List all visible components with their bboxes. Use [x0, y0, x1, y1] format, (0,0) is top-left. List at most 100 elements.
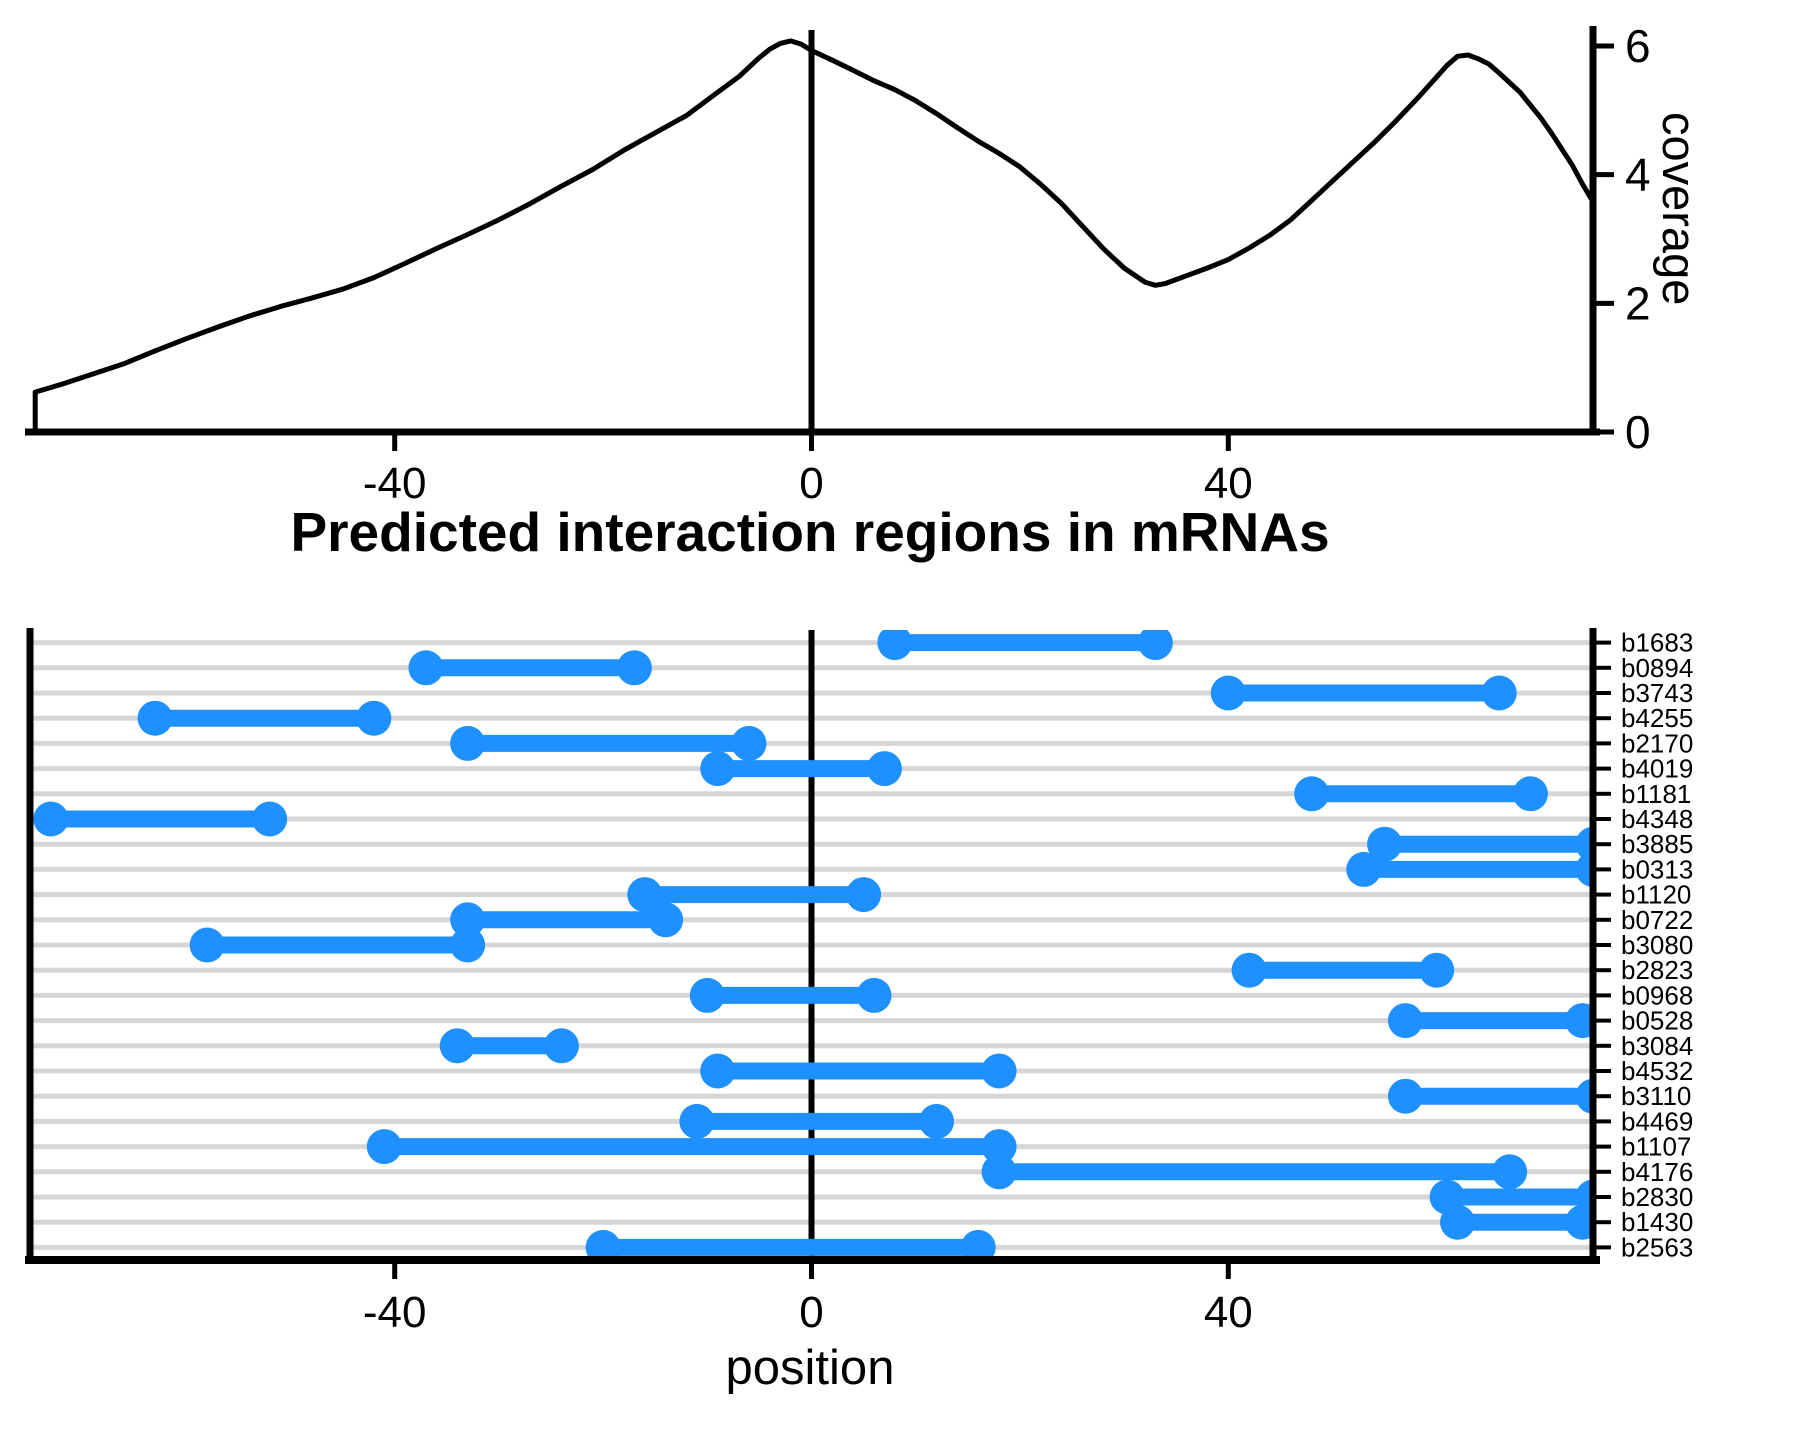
row-label-b2170: b2170 [1621, 728, 1693, 758]
range-bar-b1683 [877, 630, 1173, 661]
top-x-tick-label: 0 [799, 459, 823, 508]
row-label-b0313: b0313 [1621, 854, 1693, 884]
row-label-b1430: b1430 [1621, 1207, 1693, 1237]
range-bar-b4469 [679, 1103, 955, 1139]
range-bar-b1430 [1440, 1204, 1593, 1240]
range-start-dot [877, 630, 913, 661]
bottom-x-tick-label: 0 [799, 1288, 823, 1337]
row-label-b4255: b4255 [1621, 703, 1693, 733]
range-end-dot [1565, 1003, 1593, 1039]
top-x-tick-label: 40 [1204, 459, 1253, 508]
row-label-b4532: b4532 [1621, 1056, 1693, 1086]
coverage-tick-label: 6 [1625, 20, 1651, 72]
range-bar-b2563 [585, 1229, 996, 1260]
row-label-b2823: b2823 [1621, 955, 1693, 985]
range-bar-b4348 [33, 801, 288, 837]
row-label-b2830: b2830 [1621, 1182, 1693, 1212]
range-bar-b2823 [1231, 952, 1455, 988]
range-start-dot [1387, 1078, 1423, 1114]
range-start-dot [679, 1103, 715, 1139]
range-end-dot [1492, 1154, 1528, 1190]
range-end-dot [356, 700, 392, 736]
row-label-b2563: b2563 [1621, 1232, 1693, 1262]
coverage-tick-label: 0 [1625, 406, 1651, 458]
row-label-b4019: b4019 [1621, 754, 1693, 784]
range-end-dot [1137, 630, 1173, 661]
range-bar-b3743 [1210, 675, 1517, 711]
figure-title: Predicted interaction regions in mRNAs [290, 501, 1330, 563]
range-start-dot [700, 751, 736, 787]
interaction-bars [33, 630, 1593, 1260]
range-start-dot [450, 725, 486, 761]
range-end-dot [1575, 851, 1593, 887]
range-start-dot [627, 877, 663, 913]
row-label-b3885: b3885 [1621, 829, 1693, 859]
range-bar-b0528 [1387, 1003, 1593, 1039]
range-end-dot [1565, 1204, 1593, 1240]
coverage-axis-label: coverage [1653, 112, 1706, 306]
row-label-b0528: b0528 [1621, 1006, 1693, 1036]
row-label-b4176: b4176 [1621, 1157, 1693, 1187]
range-bar-b0722 [450, 902, 684, 938]
range-bar-b1120 [627, 877, 882, 913]
range-end-dot [960, 1229, 996, 1260]
range-end-dot [1512, 776, 1548, 812]
range-start-dot [1346, 851, 1382, 887]
range-bar-b1181 [1294, 776, 1548, 812]
range-start-dot [689, 977, 725, 1013]
range-end-dot [450, 927, 486, 963]
row-label-b1683: b1683 [1621, 628, 1693, 658]
row-label-b0968: b0968 [1621, 980, 1693, 1010]
range-bar-b4255 [137, 700, 392, 736]
coverage-tick-label: 4 [1625, 149, 1651, 201]
row-label-b3084: b3084 [1621, 1031, 1693, 1061]
range-end-dot [846, 877, 882, 913]
range-bar-b0968 [689, 977, 892, 1013]
range-start-dot [33, 801, 69, 837]
range-start-dot [189, 927, 225, 963]
coverage-tick-label: 2 [1625, 277, 1651, 329]
range-start-dot [981, 1154, 1017, 1190]
range-start-dot [1294, 776, 1330, 812]
row-label-b0894: b0894 [1621, 653, 1693, 683]
top-x-tick-label: -40 [363, 459, 427, 508]
range-end-dot [866, 751, 902, 787]
range-bar-b4176 [981, 1154, 1528, 1190]
range-start-dot [1387, 1003, 1423, 1039]
range-end-dot [981, 1129, 1017, 1165]
range-end-dot [252, 801, 288, 837]
range-bar-b1107 [366, 1129, 1017, 1165]
range-end-dot [856, 977, 892, 1013]
range-start-dot [1231, 952, 1267, 988]
range-end-dot [648, 902, 684, 938]
range-bar-b4019 [700, 751, 902, 787]
range-end-dot [543, 1028, 579, 1064]
range-bar-b0313 [1346, 851, 1593, 887]
range-start-dot [1367, 826, 1403, 862]
row-label-b3080: b3080 [1621, 930, 1693, 960]
range-start-dot [137, 700, 173, 736]
row-label-b1181: b1181 [1621, 779, 1691, 809]
row-label-b4348: b4348 [1621, 804, 1693, 834]
row-label-b4469: b4469 [1621, 1106, 1693, 1136]
row-label-b1120: b1120 [1621, 880, 1691, 910]
row-label-b0722: b0722 [1621, 905, 1693, 935]
range-end-dot [616, 650, 652, 686]
range-end-dot [981, 1053, 1017, 1089]
range-start-dot [366, 1129, 402, 1165]
range-end-dot [1481, 675, 1517, 711]
range-start-dot [585, 1229, 621, 1260]
range-start-dot [1440, 1204, 1476, 1240]
range-bar-b3080 [189, 927, 486, 963]
row-label-b3743: b3743 [1621, 678, 1693, 708]
range-bar-b3084 [439, 1028, 579, 1064]
range-bar-b2170 [450, 725, 767, 761]
bottom-x-tick-label: -40 [363, 1288, 427, 1337]
range-bar-b4532 [700, 1053, 1017, 1089]
range-end-dot [731, 725, 767, 761]
range-end-dot [919, 1103, 955, 1139]
range-start-dot [700, 1053, 736, 1089]
range-end-dot [1575, 1078, 1593, 1114]
range-start-dot [439, 1028, 475, 1064]
